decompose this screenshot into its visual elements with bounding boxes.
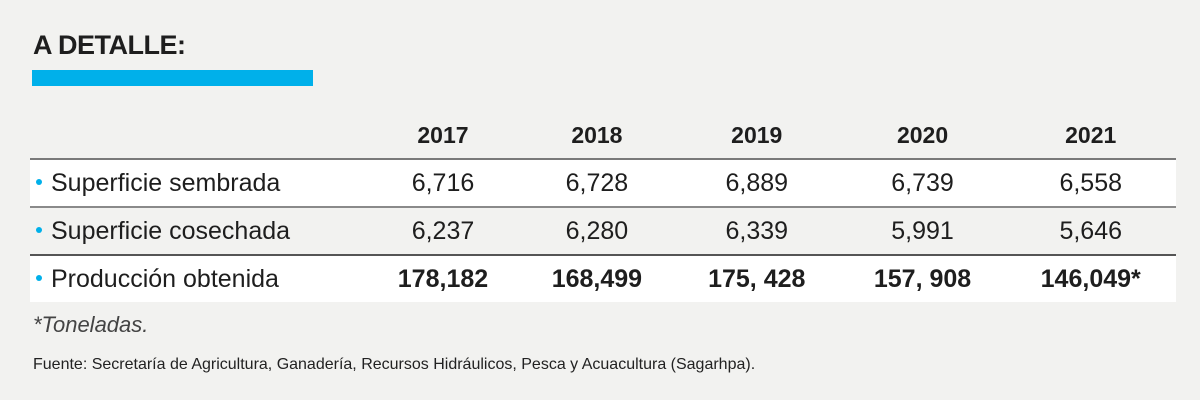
row-label-cell: Superficie sembrada [30,158,366,207]
table-row: Producción obtenida 178,182 168,499 175,… [30,254,1176,302]
table-cell: 175, 428 [673,254,840,302]
table-row: Superficie cosechada 6,237 6,280 6,339 5… [30,206,1176,255]
header-empty [30,112,366,159]
units-note: *Toneladas. [33,312,149,337]
header-row: 2017 2018 2019 2020 2021 [30,112,1176,159]
table-cell: 6,716 [366,158,520,207]
row-label-cell: Producción obtenida [30,254,366,302]
bullet-icon [36,178,42,185]
data-table: 2017 2018 2019 2020 2021 Superficie semb… [30,112,1176,302]
row-label: Producción obtenida [51,264,279,293]
row-label: Superficie cosechada [51,216,291,245]
table-cell: 6,728 [519,158,674,207]
year-header: 2020 [896,121,949,148]
table-cell: 168,499 [519,254,674,302]
table-cell: 6,237 [366,206,520,255]
table-cell: 5,646 [1005,206,1176,255]
bullet-icon [36,226,42,233]
section-title: A DETALLE: [33,30,186,60]
year-header: 2017 [417,121,469,148]
table-cell: 6,339 [673,206,840,255]
table-cell: 6,558 [1005,158,1176,207]
year-header: 2018 [571,121,623,148]
row-label: Superficie sembrada [51,168,281,197]
year-header: 2021 [1065,121,1117,148]
year-header: 2019 [731,121,783,148]
source-text: Fuente: Secretaría de Agricultura, Ganad… [33,356,756,373]
accent-bar [32,70,313,86]
table-cell: 6,280 [519,206,674,255]
row-label-cell: Superficie cosechada [30,206,366,255]
table-cell: 178,182 [366,254,520,302]
table-cell: 146,049* [1005,254,1176,302]
table-cell: 5,991 [839,206,1006,255]
table-row: Superficie sembrada 6,716 6,728 6,889 6,… [30,158,1176,207]
bullet-icon [36,274,42,281]
table-cell: 157, 908 [839,254,1006,302]
table-cell: 6,889 [673,158,840,207]
table-cell: 6,739 [839,158,1006,207]
